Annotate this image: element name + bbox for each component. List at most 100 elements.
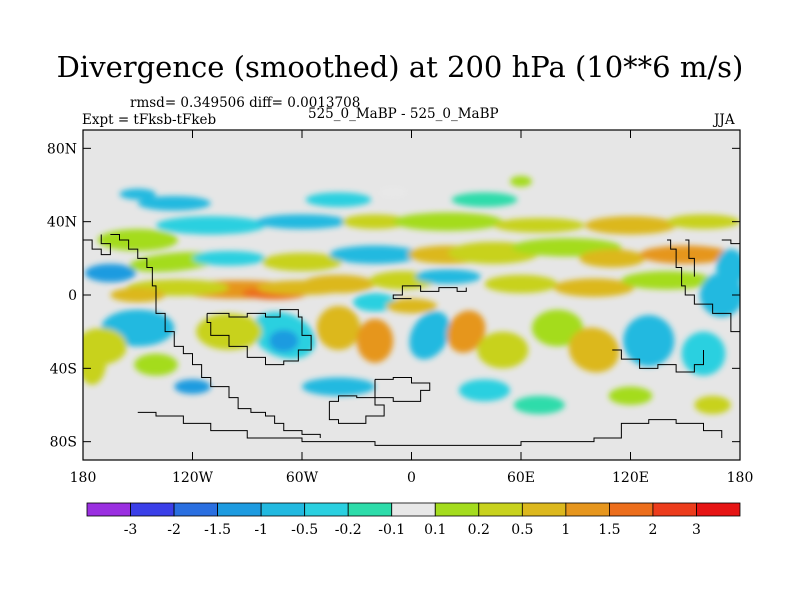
experiment-label: Expt = tFksb-tFkeb: [82, 112, 217, 128]
contour-region: [477, 331, 529, 369]
contour-region: [393, 212, 503, 231]
contour-region: [342, 214, 408, 230]
coastline: [206, 309, 312, 366]
x-tick-label: 60W: [286, 470, 319, 486]
contour-region: [458, 379, 511, 402]
y-tick-label: 40N: [47, 215, 77, 231]
contour-region: [134, 353, 178, 376]
contour-region: [196, 313, 262, 350]
colorbar-swatch: [130, 502, 175, 517]
coastline: [374, 377, 431, 402]
colorbar-label: 1.5: [598, 522, 620, 538]
contour-region: [305, 192, 372, 208]
contour-region: [84, 263, 136, 283]
contour-region: [83, 333, 107, 385]
colorbar-swatch: [86, 502, 131, 517]
colorbar-label: -2: [167, 522, 181, 538]
contour-region: [446, 310, 486, 353]
colorbar-label: 2: [648, 522, 657, 538]
colorbar-swatch: [565, 502, 610, 517]
contour-region: [621, 271, 713, 290]
coastline: [137, 411, 723, 446]
colorbar-label: 3: [692, 522, 701, 538]
coastline: [83, 234, 111, 256]
y-tick-label: 0: [68, 288, 77, 304]
chart-title: Divergence (smoothed) at 200 hPa (10**6 …: [56, 50, 744, 84]
y-tick-label: 80S: [50, 435, 77, 451]
colorbar-label: 0.1: [424, 522, 446, 538]
colorbar-swatch: [304, 502, 349, 517]
contour-region: [584, 216, 677, 235]
stats-text: rmsd= 0.349506 diff= 0.0013708: [130, 95, 361, 111]
contour-region: [156, 216, 266, 235]
contour-region: [415, 269, 481, 284]
contour-region: [513, 395, 565, 415]
contour-region: [356, 318, 394, 363]
coastline: [667, 239, 740, 341]
colorbar-swatch: [696, 502, 741, 517]
colorbar-swatch: [434, 502, 480, 517]
colorbar-swatch: [521, 502, 567, 517]
contour-region: [484, 274, 558, 294]
colorbar-label: -0.1: [378, 522, 405, 538]
contour-region: [639, 245, 731, 264]
colorbar-label: 1: [561, 522, 570, 538]
y-tick-label: 80N: [47, 141, 77, 157]
contour-region: [316, 306, 361, 350]
contour-region: [409, 311, 451, 360]
y-tick-label: 40S: [50, 361, 77, 377]
coastline: [685, 239, 695, 277]
colorbar-swatch: [609, 502, 654, 517]
colorbar-label: -0.2: [335, 522, 362, 538]
colorbar-swatch: [260, 502, 306, 517]
colorbar-label: -1: [254, 522, 268, 538]
center-label: 525_0_MaBP - 525_0_MaBP: [308, 106, 499, 122]
coastline: [721, 236, 740, 245]
x-tick-label: 180: [70, 470, 97, 486]
season-label: JJA: [714, 112, 735, 128]
contour-region: [568, 327, 620, 373]
contour-region: [110, 287, 166, 303]
colorbar-swatch: [173, 502, 218, 517]
contour-region: [137, 196, 211, 211]
contour-region: [716, 249, 740, 286]
colorbar-label: 0.2: [468, 522, 490, 538]
contour-region: [192, 251, 266, 266]
colorbar-label: -1.5: [204, 522, 231, 538]
contour-region: [553, 278, 635, 297]
contour-region: [174, 379, 211, 394]
contour-region: [378, 186, 408, 198]
x-tick-label: 60E: [507, 470, 535, 486]
x-tick-label: 120E: [612, 470, 649, 486]
colorbar-swatch: [478, 502, 523, 517]
colorbar-swatch: [217, 502, 262, 517]
contour-region: [261, 252, 343, 272]
coastline: [392, 285, 467, 300]
colorbar-swatch: [347, 502, 393, 517]
contour-region: [579, 249, 646, 268]
x-tick-label: 0: [407, 470, 416, 486]
contour-region: [694, 395, 731, 415]
colorbar-label: 0.5: [511, 522, 533, 538]
colorbar-swatch: [652, 502, 697, 517]
coastline: [612, 349, 704, 373]
contour-region: [329, 245, 421, 264]
contour-region: [119, 188, 156, 200]
coastline: [110, 234, 321, 438]
colorbar-label: -0.5: [291, 522, 318, 538]
contour-region: [385, 298, 438, 314]
contour-region: [353, 293, 397, 312]
contour-region: [510, 175, 532, 187]
x-tick-label: 120W: [172, 470, 214, 486]
contour-region: [493, 218, 585, 233]
contour-region: [97, 229, 178, 251]
contour-region: [608, 386, 653, 406]
contour-region: [302, 274, 375, 294]
contour-region: [451, 192, 518, 208]
contour-region: [302, 377, 375, 396]
contour-region: [269, 329, 299, 352]
contour-region: [256, 214, 348, 230]
x-tick-label: 180: [727, 470, 754, 486]
contour-region: [667, 214, 740, 230]
